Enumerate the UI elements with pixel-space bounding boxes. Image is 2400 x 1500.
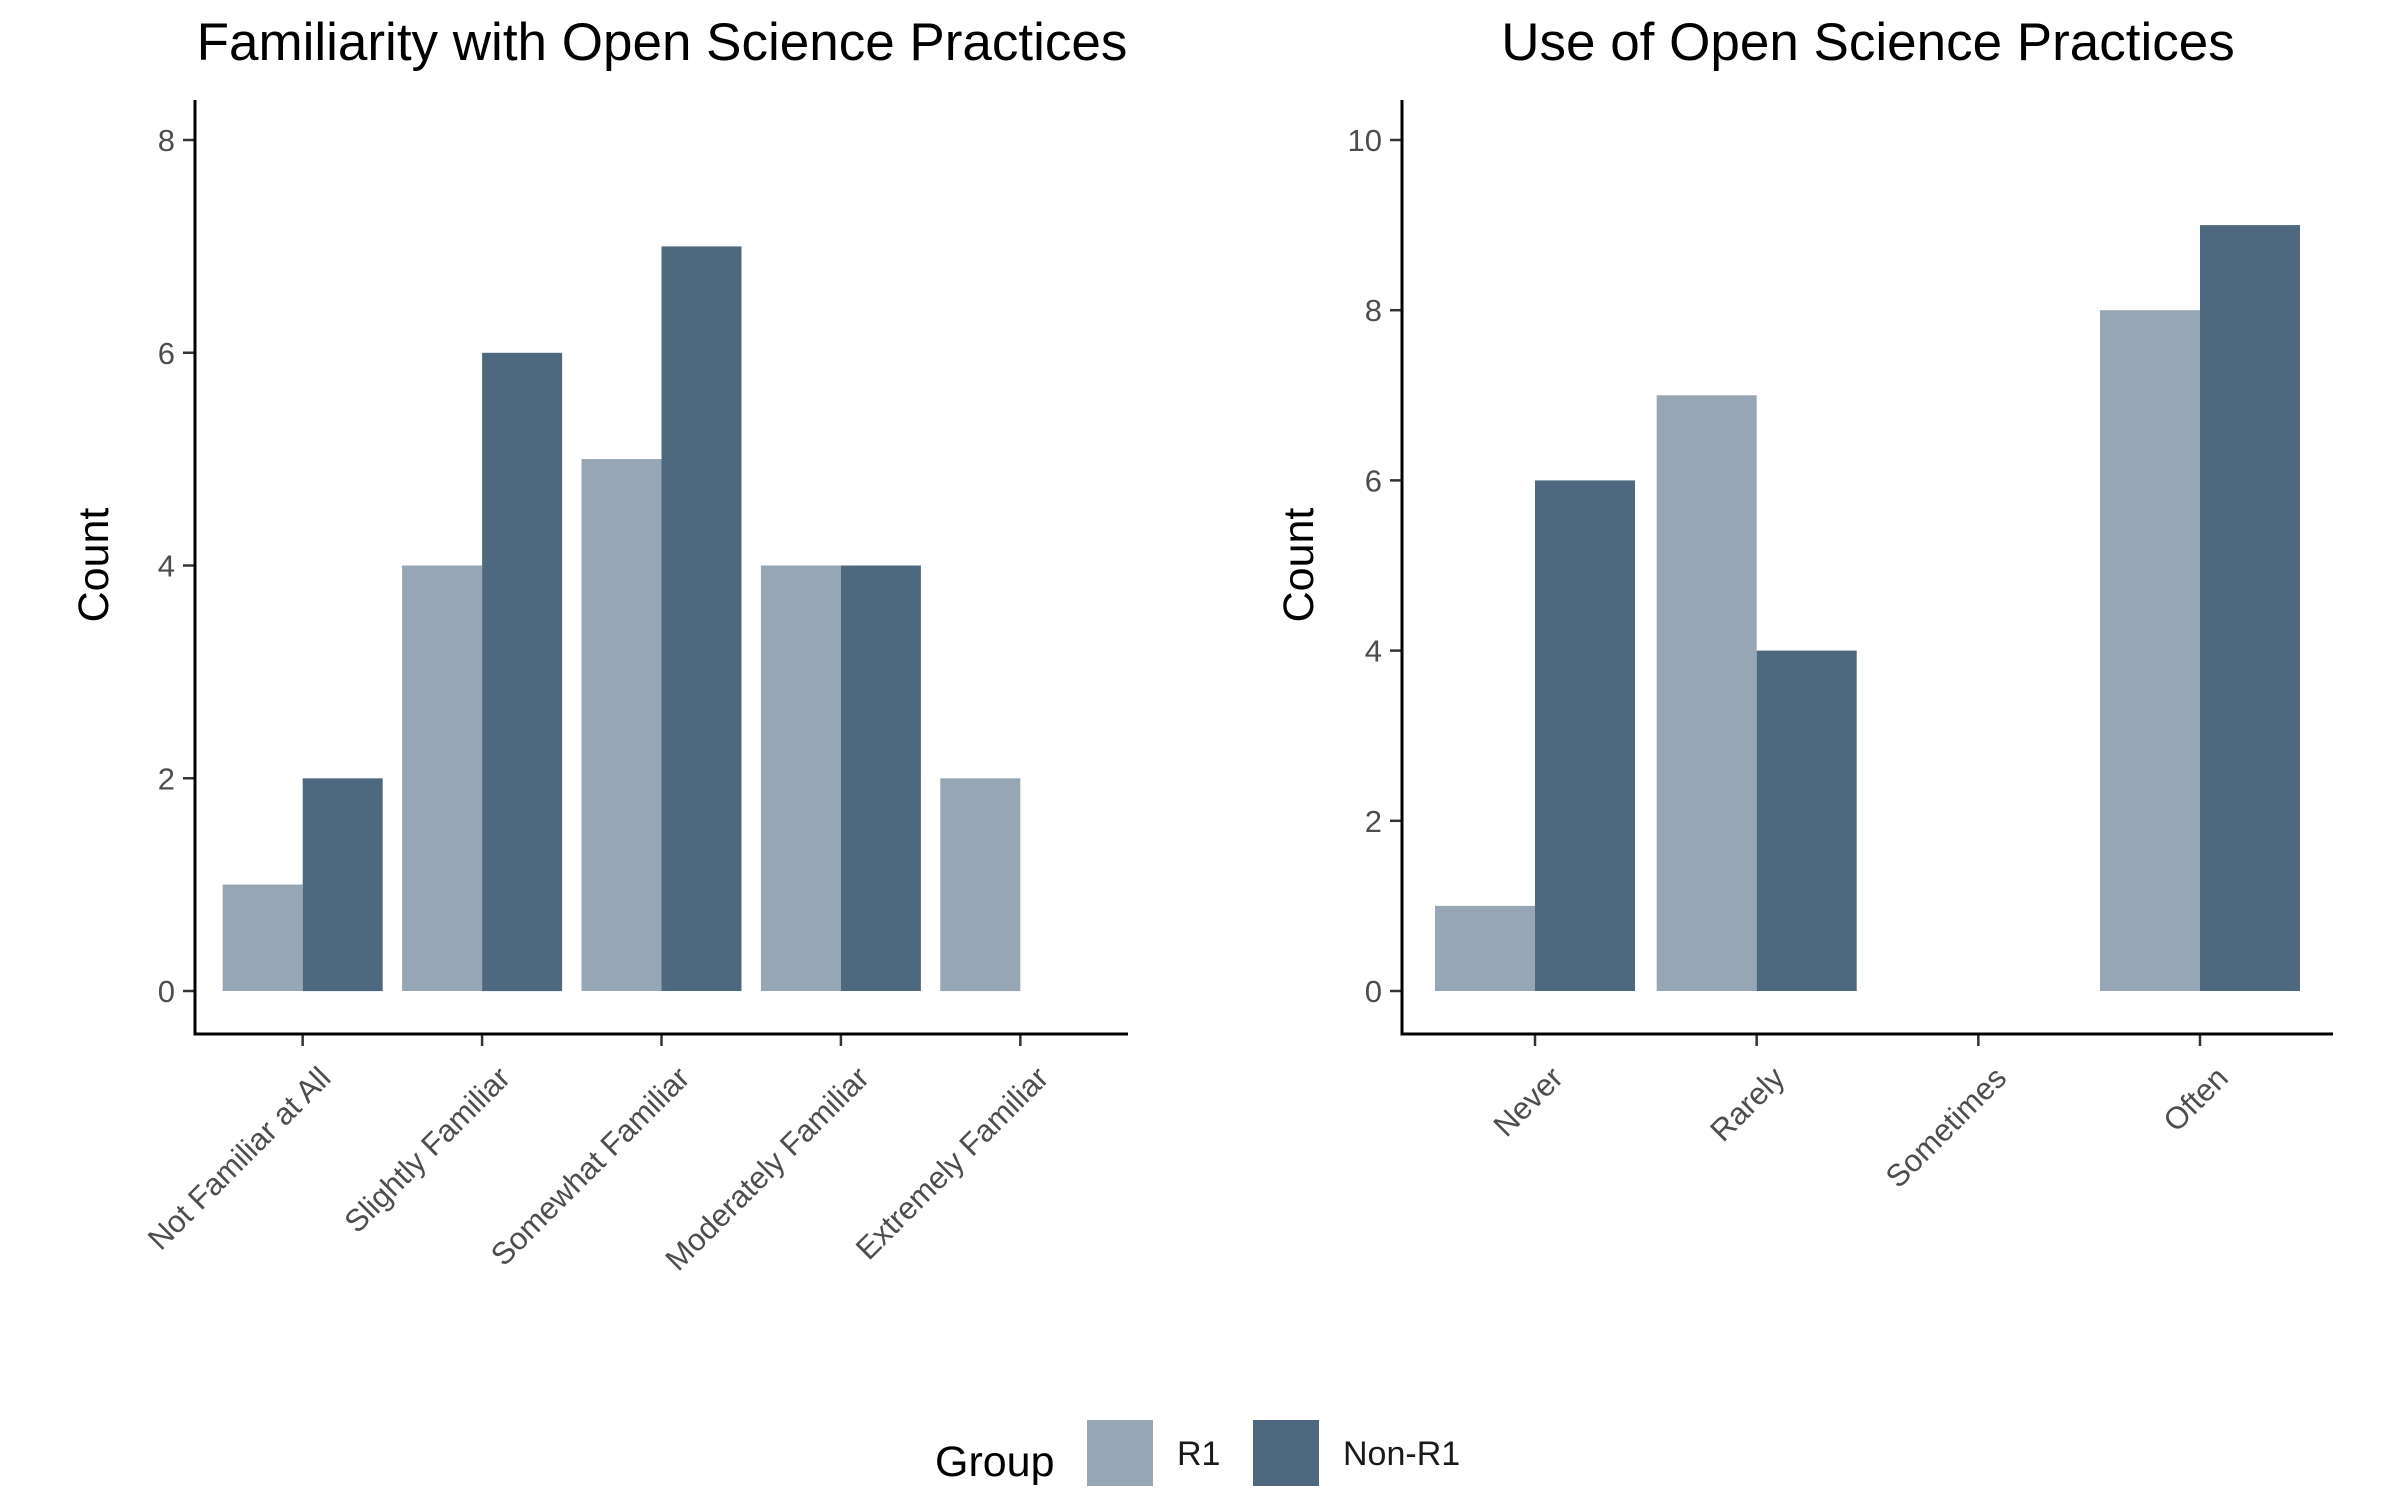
legend-label-non-r1: Non-R1: [1343, 1435, 1460, 1473]
bar-use-non-r1-1: [1756, 650, 1857, 991]
bar-use-r1-0: [1435, 905, 1535, 991]
bar-use-non-r1-3: [2200, 225, 2300, 992]
bar-familiarity-non-r1-1: [482, 352, 563, 992]
x-tick-label-use-3: Often: [2156, 1060, 2234, 1138]
y-tick-label-familiarity-3: 6: [158, 336, 175, 371]
x-tick-label-use-1: Rarely: [1703, 1060, 1791, 1148]
legend-title: Group: [935, 1438, 1055, 1486]
legend-swatch-non-r1: [1253, 1420, 1319, 1486]
bar-familiarity-non-r1-3: [840, 565, 921, 991]
bar-familiarity-r1-4: [940, 778, 1021, 992]
y-tick-label-familiarity-2: 4: [158, 549, 175, 584]
x-tick-label-familiarity-0: Not Familiar at All: [141, 1060, 338, 1257]
x-tick-label-familiarity-4: Extremely Familiar: [849, 1060, 1055, 1266]
chart-title-familiarity: Familiarity with Open Science Practices: [197, 13, 1128, 72]
bar-familiarity-r1-0: [222, 884, 303, 991]
legend: Group R1 Non-R1: [935, 1420, 1460, 1486]
y-tick-label-use-5: 10: [1348, 123, 1382, 158]
y-axis-label-use: Count: [1275, 508, 1323, 623]
bar-familiarity-r1-3: [760, 565, 841, 991]
bar-use-r1-1: [1656, 395, 1757, 991]
y-axis-label-familiarity: Count: [70, 508, 118, 623]
y-tick-label-familiarity-4: 8: [158, 123, 175, 158]
y-tick-label-use-2: 4: [1365, 634, 1382, 669]
bar-use-r1-3: [2100, 310, 2200, 991]
panel-familiarity: Familiarity with Open Science Practices C…: [70, 13, 1128, 1277]
y-tick-label-familiarity-1: 2: [158, 761, 175, 796]
y-tick-label-use-3: 6: [1365, 463, 1382, 498]
x-tick-label-use-0: Never: [1487, 1060, 1570, 1143]
bar-familiarity-non-r1-2: [661, 246, 742, 991]
bar-use-non-r1-0: [1535, 480, 1635, 991]
legend-label-r1: R1: [1177, 1435, 1220, 1473]
chart-title-use: Use of Open Science Practices: [1501, 13, 2235, 72]
panel-use: Use of Open Science Practices Count Never R…: [1275, 13, 2333, 1194]
y-tick-label-use-0: 0: [1365, 974, 1382, 1009]
bar-familiarity-r1-2: [581, 459, 662, 992]
x-tick-label-use-2: Sometimes: [1879, 1060, 2013, 1194]
y-tick-label-use-4: 8: [1365, 293, 1382, 328]
x-tick-label-familiarity-2: Somewhat Familiar: [484, 1060, 696, 1272]
bar-familiarity-non-r1-0: [302, 778, 383, 992]
bar-familiarity-r1-1: [402, 565, 483, 991]
y-tick-label-familiarity-0: 0: [158, 974, 175, 1009]
y-tick-label-use-1: 2: [1365, 804, 1382, 839]
legend-swatch-r1: [1087, 1420, 1153, 1486]
x-tick-label-familiarity-3: Moderately Familiar: [658, 1060, 875, 1277]
x-tick-label-familiarity-1: Slightly Familiar: [337, 1060, 516, 1239]
